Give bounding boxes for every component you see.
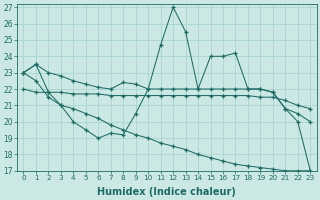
X-axis label: Humidex (Indice chaleur): Humidex (Indice chaleur): [98, 187, 236, 197]
